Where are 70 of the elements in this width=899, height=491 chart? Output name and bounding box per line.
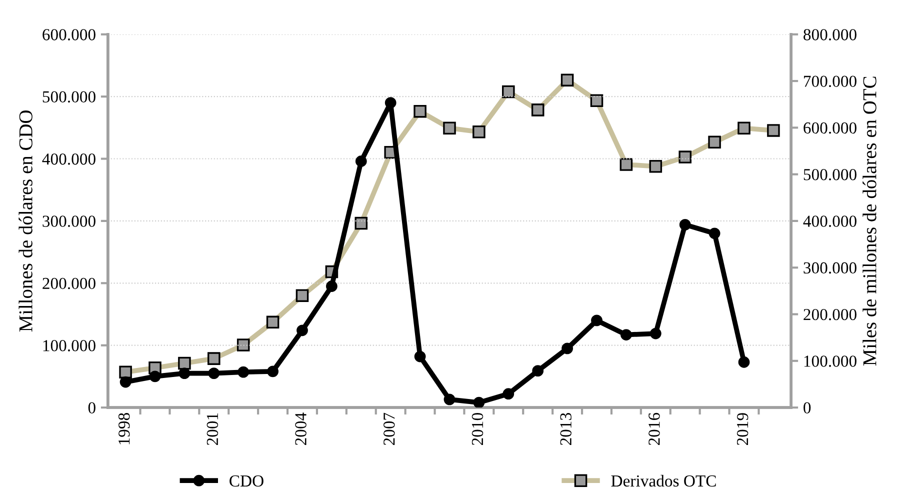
- y2-tick-label: 400.000: [803, 216, 856, 227]
- y2-tick-label: 800.000: [804, 29, 856, 40]
- y-tick-label: 100.000: [43, 340, 96, 352]
- x-tick-label: 2013: [560, 413, 572, 445]
- y2-tick-label: 500.000: [804, 169, 856, 180]
- point: [562, 342, 573, 354]
- point: [472, 125, 486, 138]
- y-tick-label: 200.000: [42, 278, 96, 290]
- point: [354, 216, 368, 230]
- point: [296, 324, 308, 336]
- point: [678, 150, 692, 164]
- point: [384, 97, 396, 108]
- point: [502, 85, 515, 98]
- legend-label: CDO: [230, 475, 264, 487]
- x-tick-label: 2007: [384, 412, 395, 445]
- y-tick-label: 400.000: [42, 153, 96, 165]
- y-tick-label: 300.000: [42, 216, 96, 227]
- point: [120, 376, 132, 388]
- point: [679, 218, 691, 230]
- point: [119, 366, 132, 378]
- point: [236, 338, 250, 352]
- point: [620, 158, 633, 171]
- point: [738, 122, 750, 135]
- point: [767, 124, 780, 137]
- point: [708, 136, 721, 149]
- point: [238, 366, 250, 378]
- point: [266, 316, 280, 329]
- point: [149, 370, 161, 382]
- y2-tick-label: 100.000: [804, 356, 856, 367]
- point: [590, 94, 604, 107]
- point: [738, 356, 750, 368]
- x-tick-label: 2016: [648, 412, 660, 445]
- y2-tick-label: 300.000: [804, 262, 856, 274]
- y2-tick-label: 200.000: [804, 308, 856, 320]
- point: [296, 289, 309, 302]
- y-tick-label: 0: [88, 402, 96, 414]
- y2-tick-label: 700.000: [804, 76, 856, 88]
- point: [531, 104, 544, 116]
- point: [444, 394, 456, 406]
- x-tick-label: 2010: [472, 413, 484, 445]
- point: [267, 366, 278, 378]
- point: [708, 228, 720, 240]
- point: [649, 160, 662, 173]
- point: [443, 122, 456, 135]
- point: [178, 368, 190, 380]
- point: [473, 396, 485, 408]
- point: [502, 388, 514, 400]
- point: [414, 104, 426, 118]
- point: [560, 74, 574, 86]
- point: [414, 350, 426, 362]
- y2-axis-title: Miles de millones de dólares en OTC: [862, 76, 876, 366]
- legend-label: Derivados OTC: [611, 474, 716, 487]
- y2-tick-label: 0: [804, 402, 811, 414]
- y2-tick-label: 600.000: [804, 122, 856, 134]
- x-tick-label: 2004: [295, 412, 306, 445]
- point: [355, 156, 367, 167]
- x-tick-label: 2019: [736, 413, 748, 445]
- x-tick-label: 1998: [118, 413, 130, 444]
- point: [326, 280, 338, 292]
- x-tick-label: 2001: [206, 413, 218, 445]
- point: [532, 365, 544, 377]
- point: [620, 329, 632, 340]
- y-axis-title: Millones de dólares en CDO: [18, 110, 32, 332]
- point: [178, 356, 191, 370]
- point: [208, 352, 220, 365]
- point: [208, 368, 220, 380]
- point: [591, 314, 602, 326]
- y-tick-label: 500.000: [42, 91, 96, 103]
- y-tick-label: 600.000: [42, 29, 96, 40]
- point: [650, 328, 662, 340]
